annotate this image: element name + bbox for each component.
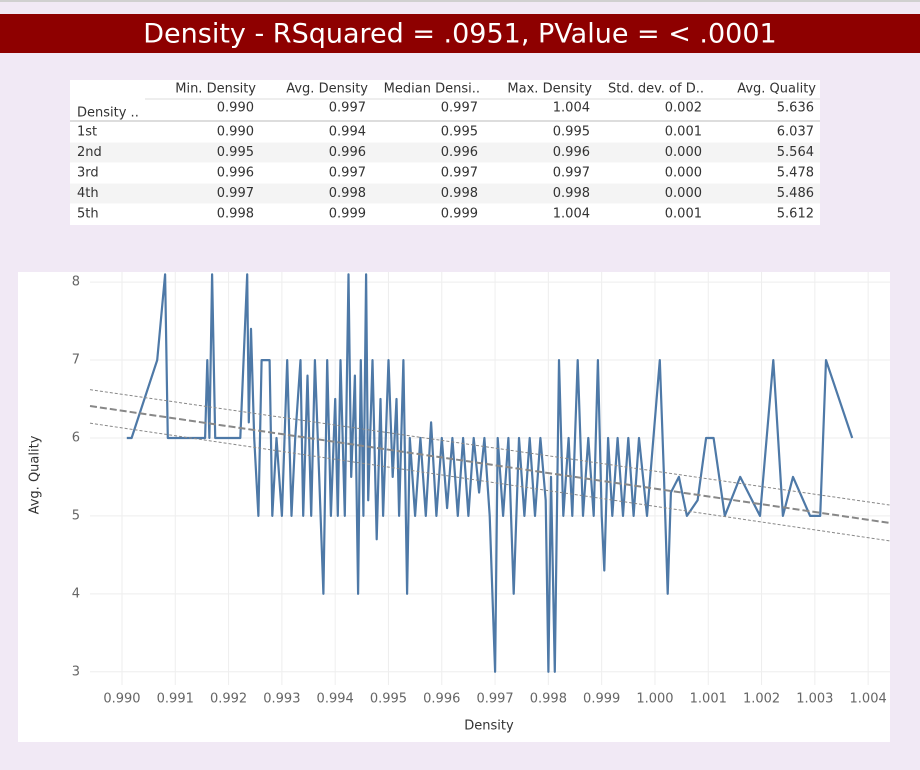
cell: 0.996: [329, 145, 366, 160]
table-corner: Density ..: [77, 106, 139, 121]
total-cell: 0.997: [329, 101, 366, 116]
trend-y: [89, 405, 890, 524]
y-axis-label: Avg. Quality: [28, 435, 43, 514]
cell: 0.997: [441, 166, 478, 181]
cell: 0.995: [553, 125, 590, 140]
x-tick-label: 0.997: [476, 692, 513, 707]
cell: 5.486: [777, 186, 814, 201]
column-header: Std. dev. of D..: [608, 82, 704, 97]
total-cell: 0.002: [665, 101, 702, 116]
cell: 0.997: [329, 166, 366, 181]
cell: 6.037: [777, 125, 814, 140]
total-cell: 1.004: [553, 101, 590, 116]
x-tick-label: 0.999: [583, 692, 620, 707]
cell: 0.000: [665, 145, 702, 160]
cell: 1.004: [553, 207, 590, 222]
row-label: 2nd: [77, 145, 102, 160]
title-bar: [0, 14, 920, 53]
title: Density - RSquared = .0951, PValue = < .…: [143, 19, 776, 50]
x-tick-label: 0.993: [263, 692, 300, 707]
cell: 0.990: [217, 125, 254, 140]
row-label: 3rd: [77, 166, 99, 181]
y-tick-label: 3: [72, 664, 80, 679]
x-tick-label: 1.003: [796, 692, 833, 707]
data-line: [126, 273, 854, 673]
y-tick-label: 8: [72, 275, 80, 290]
total-cell: 0.990: [217, 101, 254, 116]
cell: 0.998: [217, 207, 254, 222]
cell: 0.001: [665, 125, 702, 140]
x-tick-label: 0.991: [157, 692, 194, 707]
row-label: 5th: [77, 207, 99, 222]
row-stripe: [70, 183, 820, 204]
x-tick-label: 1.000: [636, 692, 673, 707]
column-header: Min. Density: [175, 82, 256, 97]
column-header: Median Densi..: [384, 82, 480, 97]
column-header: Max. Density: [507, 82, 592, 97]
total-cell: 5.636: [777, 101, 814, 116]
cell: 0.996: [553, 145, 590, 160]
y-tick-label: 7: [72, 353, 80, 368]
column-header: Avg. Density: [286, 82, 368, 97]
cell: 0.995: [217, 145, 254, 160]
row-stripe: [70, 142, 820, 163]
cell: 0.998: [553, 186, 590, 201]
cell: 5.564: [777, 145, 814, 160]
x-tick-label: 1.004: [850, 692, 887, 707]
y-tick-label: 5: [72, 508, 80, 523]
x-tick-label: 0.995: [370, 692, 407, 707]
y-tick-label: 6: [72, 430, 80, 445]
cell: 0.000: [665, 186, 702, 201]
cell: 0.996: [441, 145, 478, 160]
x-tick-label: 0.994: [317, 692, 354, 707]
x-tick-label: 1.001: [690, 692, 727, 707]
cell: 5.612: [777, 207, 814, 222]
cell: 0.999: [441, 207, 478, 222]
cell: 5.478: [777, 166, 814, 181]
x-tick-label: 0.992: [210, 692, 247, 707]
cell: 0.998: [329, 186, 366, 201]
cell: 0.997: [553, 166, 590, 181]
column-header: Avg. Quality: [737, 82, 816, 97]
cell: 0.996: [217, 166, 254, 181]
cell: 0.001: [665, 207, 702, 222]
cell: 0.998: [441, 186, 478, 201]
top-border: [0, 0, 920, 2]
cell: 0.000: [665, 166, 702, 181]
x-axis-label: Density: [464, 719, 514, 734]
chart-bg: [18, 272, 890, 742]
y-tick-label: 4: [72, 586, 80, 601]
x-tick-label: 0.998: [530, 692, 567, 707]
total-cell: 0.997: [441, 101, 478, 116]
x-tick-label: 1.002: [743, 692, 780, 707]
x-tick-label: 0.996: [423, 692, 460, 707]
x-tick-label: 0.990: [103, 692, 140, 707]
cell: 0.995: [441, 125, 478, 140]
cell: 0.999: [329, 207, 366, 222]
cell: 0.994: [329, 125, 366, 140]
cell: 0.997: [217, 186, 254, 201]
row-label: 1st: [77, 125, 97, 140]
row-label: 4th: [77, 186, 99, 201]
